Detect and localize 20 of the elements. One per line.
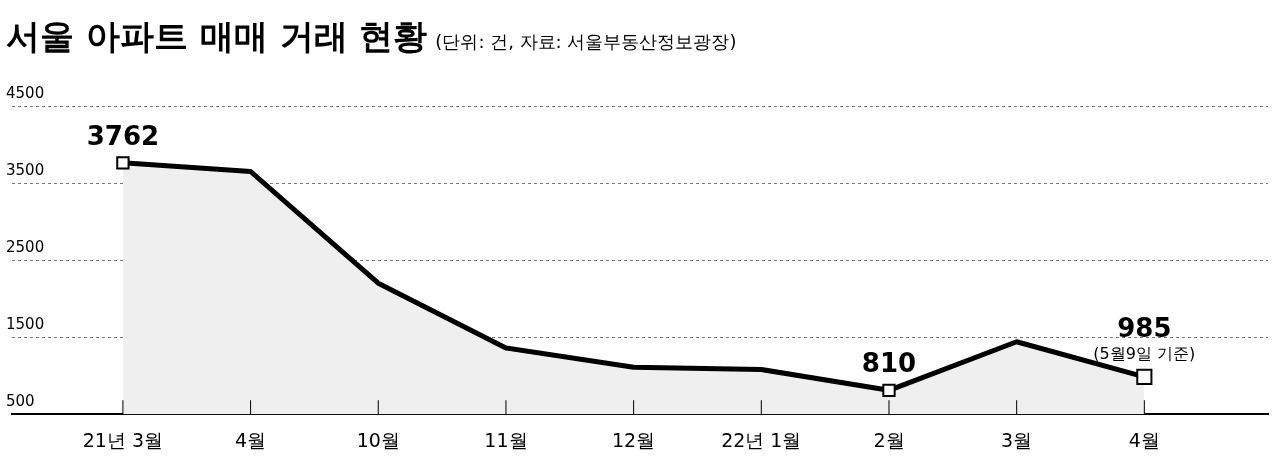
data-label: 810	[861, 348, 917, 379]
y-tick-label: 2500	[6, 237, 45, 256]
x-tick-label: 3월	[1001, 428, 1033, 451]
x-tick-label: 2월	[873, 428, 905, 451]
x-tick-label: 11월	[484, 428, 528, 451]
y-tick-label: 500	[6, 392, 35, 411]
chart-subtitle: (단위: 건, 자료: 서울부동산정보광장)	[435, 30, 737, 54]
x-tick-label: 21년 3월	[82, 428, 164, 451]
x-tick-label: 4월	[235, 428, 267, 451]
y-tick-label: 4500	[6, 83, 45, 102]
x-tick-label: 12월	[612, 428, 656, 451]
y-tick-label: 1500	[6, 315, 45, 334]
data-label: 985	[1117, 312, 1172, 343]
x-tick-label: 22년 1월	[721, 428, 802, 451]
annotation: (5월9일 기준)	[1093, 343, 1196, 363]
x-tick-label: 4월	[1128, 428, 1160, 451]
y-tick-label: 3500	[6, 160, 45, 179]
data-label: 3762	[86, 120, 160, 151]
chart-title: 서울 아파트 매매 거래 현황	[6, 15, 428, 58]
x-tick-label: 10월	[356, 428, 400, 451]
